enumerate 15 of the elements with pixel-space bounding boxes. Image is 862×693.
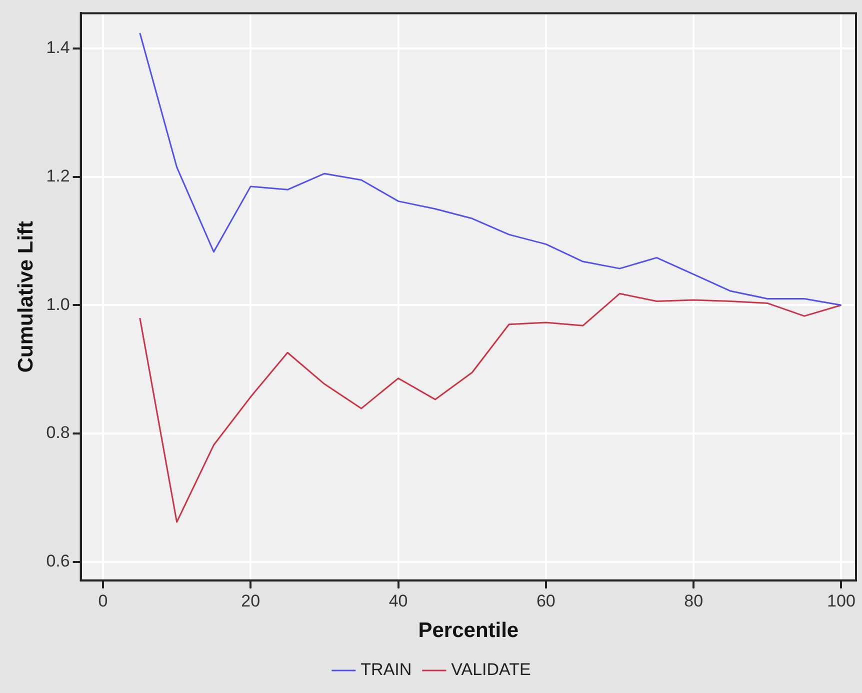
legend-label: TRAIN <box>360 660 412 680</box>
x-tick-label: 60 <box>536 591 556 610</box>
y-tick-label: 0.8 <box>46 423 70 442</box>
y-tick-label: 1.2 <box>46 166 70 186</box>
y-tick-label: 0.6 <box>46 551 70 570</box>
x-axis-title: Percentile <box>418 619 519 642</box>
y-axis-title: Cumulative Lift <box>14 220 38 373</box>
x-tick-label: 0 <box>98 591 108 610</box>
y-tick-label: 1.4 <box>46 38 70 58</box>
x-tick-label: 20 <box>241 591 260 610</box>
x-tick-label: 100 <box>827 591 856 610</box>
x-tick-label: 80 <box>684 591 704 610</box>
x-tick-label: 40 <box>388 591 408 610</box>
y-tick-label: 1.0 <box>46 294 70 314</box>
legend-label: VALIDATE <box>451 660 531 680</box>
